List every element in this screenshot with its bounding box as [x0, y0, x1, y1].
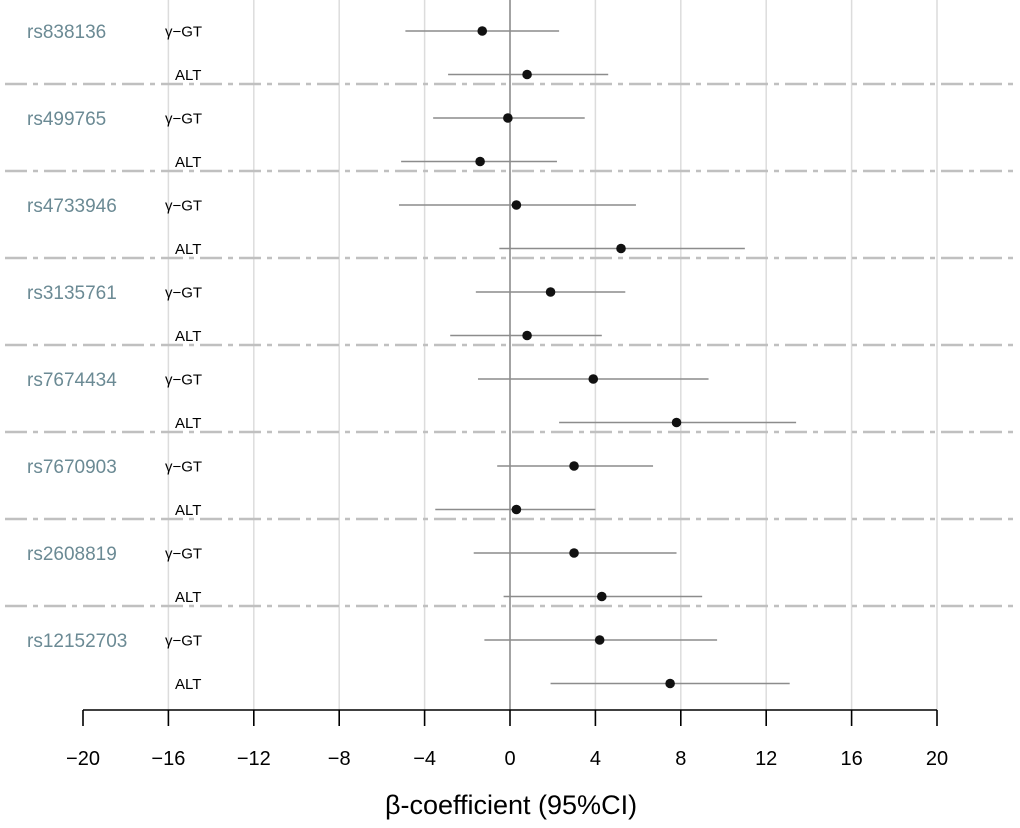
outcome-label: γ−GT [165, 372, 202, 389]
x-tick-label: −4 [413, 748, 436, 770]
outcome-label: ALT [175, 589, 201, 606]
x-tick-label: −20 [66, 748, 100, 770]
snp-label: rs4733946 [27, 196, 117, 217]
x-tick-label: 12 [755, 748, 777, 770]
outcome-label: ALT [175, 502, 201, 519]
snp-label: rs499765 [27, 109, 106, 130]
outcome-label: ALT [175, 676, 201, 693]
x-axis: −20 −16 −12 −8 −4 0 4 8 12 16 20 [66, 709, 948, 770]
snp-label: rs7674434 [27, 370, 117, 391]
outcome-label: γ−GT [165, 633, 202, 650]
outcome-label: γ−GT [165, 459, 202, 476]
outcome-label: ALT [175, 154, 201, 171]
x-tick-label: −12 [237, 748, 271, 770]
x-tick-label: 0 [504, 748, 515, 770]
point-estimate [545, 287, 556, 297]
point-estimate [616, 243, 626, 254]
point-estimate [665, 678, 675, 689]
outcome-label: ALT [175, 415, 201, 432]
x-axis-title: β-coefficient (95%CI) [385, 790, 637, 820]
point-estimate [671, 417, 682, 428]
x-tick-label: −8 [328, 748, 351, 770]
point-estimate [588, 374, 599, 384]
point-estimate [522, 69, 532, 80]
point-estimate [511, 504, 522, 515]
point-estimate [569, 461, 579, 471]
outcome-label: γ−GT [165, 111, 202, 128]
x-tick-label: 8 [675, 748, 686, 770]
outcome-label: γ−GT [165, 546, 202, 563]
point-estimate [477, 26, 488, 36]
point-estimates [475, 26, 682, 689]
point-estimate [522, 330, 532, 341]
point-estimate [511, 200, 522, 210]
point-estimate [503, 113, 513, 123]
row-labels: rs838136 γ−GT ALT rs499765 γ−GT ALT rs4733946 γ… [27, 22, 202, 693]
x-tick-label: −16 [151, 748, 185, 770]
x-tick-label: 20 [926, 748, 948, 770]
outcome-label: γ−GT [165, 198, 202, 215]
snp-label: rs2608819 [27, 544, 117, 565]
x-tick-label: 16 [840, 748, 862, 770]
x-tick-label: 4 [590, 748, 601, 770]
outcome-label: γ−GT [165, 285, 202, 302]
group-separators [5, 82, 1015, 608]
outcome-label: ALT [175, 328, 201, 345]
point-estimate [569, 548, 579, 558]
point-estimate [597, 591, 607, 602]
snp-label: rs7670903 [27, 457, 117, 478]
confidence-intervals [398, 30, 797, 685]
point-estimate [594, 635, 605, 645]
snp-label: rs838136 [27, 22, 106, 43]
grid-lines [167, 0, 938, 710]
outcome-label: γ−GT [165, 24, 202, 41]
outcome-label: ALT [175, 67, 201, 84]
snp-label: rs3135761 [27, 283, 117, 304]
outcome-label: ALT [175, 241, 201, 258]
point-estimate [475, 156, 485, 167]
snp-label: rs12152703 [27, 631, 127, 652]
